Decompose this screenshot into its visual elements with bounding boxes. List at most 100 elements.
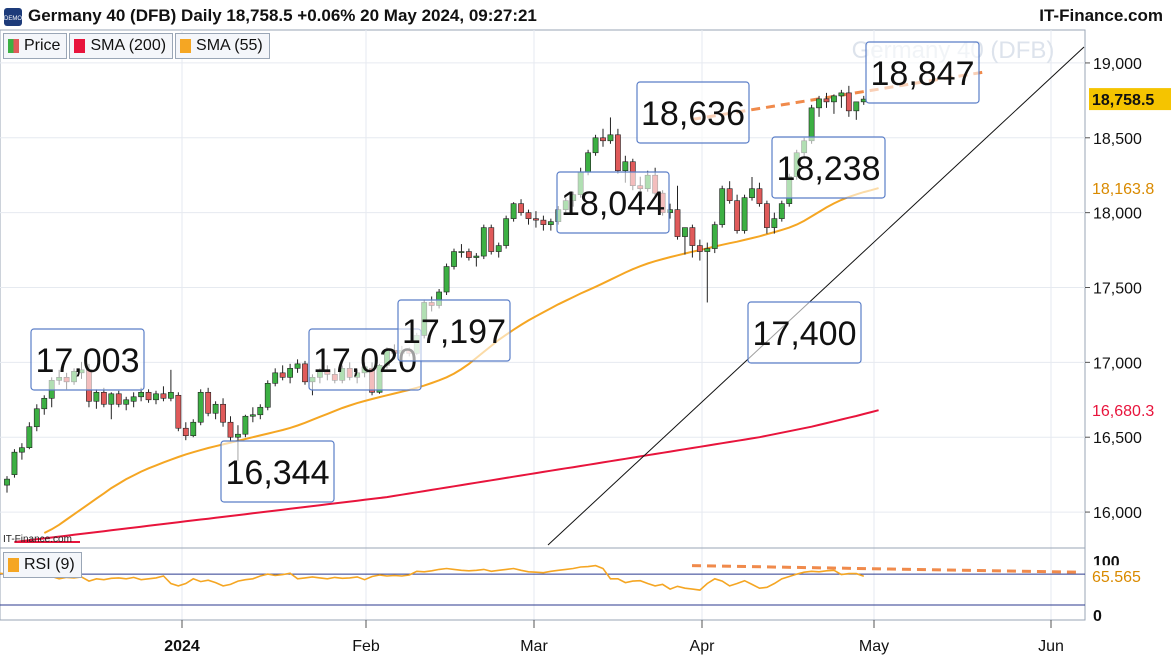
candle-body <box>488 227 495 252</box>
sma200-badge-bg <box>1089 399 1171 422</box>
price-tick-label: 16,500 <box>1093 430 1142 447</box>
price-tick-label: 18,500 <box>1093 131 1142 148</box>
rsi-legend: RSI (9) <box>3 552 84 578</box>
time-tick-label: Mar <box>520 638 548 655</box>
candle-body <box>518 203 524 213</box>
candle-body <box>719 188 726 225</box>
candle-body <box>585 152 591 173</box>
annotation-label: 18,044 <box>561 185 665 223</box>
candle-body <box>808 107 815 142</box>
legend-price[interactable]: Price <box>3 33 68 59</box>
candle-body <box>533 218 539 221</box>
candle-body <box>749 188 755 198</box>
candle-body <box>249 414 256 417</box>
annotation-label: 17,400 <box>753 315 857 353</box>
rsi-tick-label: 0 <box>1093 608 1102 625</box>
candle-body <box>220 403 226 423</box>
candle-body <box>853 101 860 112</box>
candle-body <box>242 415 249 435</box>
candle-body <box>302 363 308 383</box>
candle-body <box>93 391 100 402</box>
time-tick-label: Feb <box>352 638 380 655</box>
sma200-line <box>14 409 879 543</box>
annotation-label: 16,344 <box>226 454 330 492</box>
candle-body <box>100 391 107 405</box>
time-tick-label: Apr <box>690 638 716 655</box>
source-label: IT-Finance.com <box>3 534 72 545</box>
demo-logo: DEMO <box>4 8 22 26</box>
candle-body <box>838 92 845 97</box>
candle-body <box>123 399 130 405</box>
legend-sma55-label: SMA (55) <box>196 37 263 54</box>
candle-body <box>175 394 182 429</box>
legend-sma200-label: SMA (200) <box>90 37 167 54</box>
sma-lines <box>14 187 879 543</box>
candle-body <box>235 433 241 438</box>
candle-body <box>763 203 770 228</box>
annotations: 17,00316,34417,02017,19718,04418,63618,2… <box>30 41 980 503</box>
grid-lines <box>0 29 1086 621</box>
sma200-badge-label: 16,680.3 <box>1092 403 1154 420</box>
candle-body <box>480 227 487 257</box>
price-axis: 16,000 16,500 17,000 17,500 18,000 18,500 19,0… <box>1085 56 1142 522</box>
candle-body <box>168 391 174 399</box>
trend-lines <box>547 46 1085 546</box>
legend-sma200[interactable]: SMA (200) <box>69 33 174 59</box>
time-tick-label: Jun <box>1038 638 1064 655</box>
legend-rsi[interactable]: RSI (9) <box>3 552 82 578</box>
candle-body <box>227 421 234 438</box>
time-axis: 2024 Feb Mar Apr May Jun <box>0 619 1085 655</box>
candle-body <box>682 227 688 237</box>
candle-body <box>287 368 293 378</box>
candle-body <box>11 451 18 475</box>
candle-body <box>741 197 748 231</box>
candle-body <box>182 427 189 437</box>
candle-body <box>212 403 219 414</box>
candle-body <box>33 408 40 428</box>
axis-badges: 18,758.5 18,163.8 16,680.3 65.565 <box>1089 88 1171 588</box>
candle-body <box>294 363 301 369</box>
candle-body <box>831 95 837 103</box>
candle-body <box>115 393 122 405</box>
candle-body <box>4 478 10 486</box>
candle-body <box>816 98 822 109</box>
candle-body <box>26 426 33 448</box>
candle-body <box>279 372 286 378</box>
candle-body <box>778 203 785 219</box>
uptrend-line <box>547 46 1085 546</box>
legend-sma55[interactable]: SMA (55) <box>175 33 270 59</box>
sma200-swatch <box>74 39 86 53</box>
candle-body <box>145 391 152 401</box>
candle-body <box>257 406 264 416</box>
candle-body <box>458 251 465 253</box>
annotation-label: 18,847 <box>871 55 975 93</box>
price-tick-label: 17,500 <box>1093 281 1142 298</box>
candle-body <box>205 391 212 414</box>
candle-body <box>138 391 144 398</box>
candles <box>4 85 867 493</box>
candle-body <box>160 393 167 399</box>
price-tick-label: 19,000 <box>1093 56 1142 73</box>
chart-title: Germany 40 (DFB) Daily 18,758.5 +0.06% 2… <box>28 6 537 25</box>
annotation-label: 18,636 <box>641 95 745 133</box>
legend-price-label: Price <box>24 37 61 54</box>
price-tick-label: 16,000 <box>1093 505 1142 522</box>
candle-body <box>540 219 547 225</box>
annotation-label: 17,197 <box>402 313 506 351</box>
demo-logo-text: DEMO <box>4 16 22 22</box>
brand-name: IT-Finance.com <box>1039 6 1163 25</box>
candle-body <box>756 188 763 204</box>
annotation-label: 18,238 <box>777 150 881 188</box>
sma55-badge-label: 18,163.8 <box>1092 181 1154 198</box>
candle-body <box>592 137 599 154</box>
candle-body <box>689 227 696 246</box>
candle-body <box>153 393 159 401</box>
rsi-resistance-line <box>691 564 1081 574</box>
candle-body <box>547 221 554 225</box>
candle-body <box>614 134 621 172</box>
candle-body <box>465 251 472 258</box>
annotation-box <box>397 299 511 362</box>
candle-body <box>771 218 778 228</box>
rsi-swatch <box>8 558 19 572</box>
